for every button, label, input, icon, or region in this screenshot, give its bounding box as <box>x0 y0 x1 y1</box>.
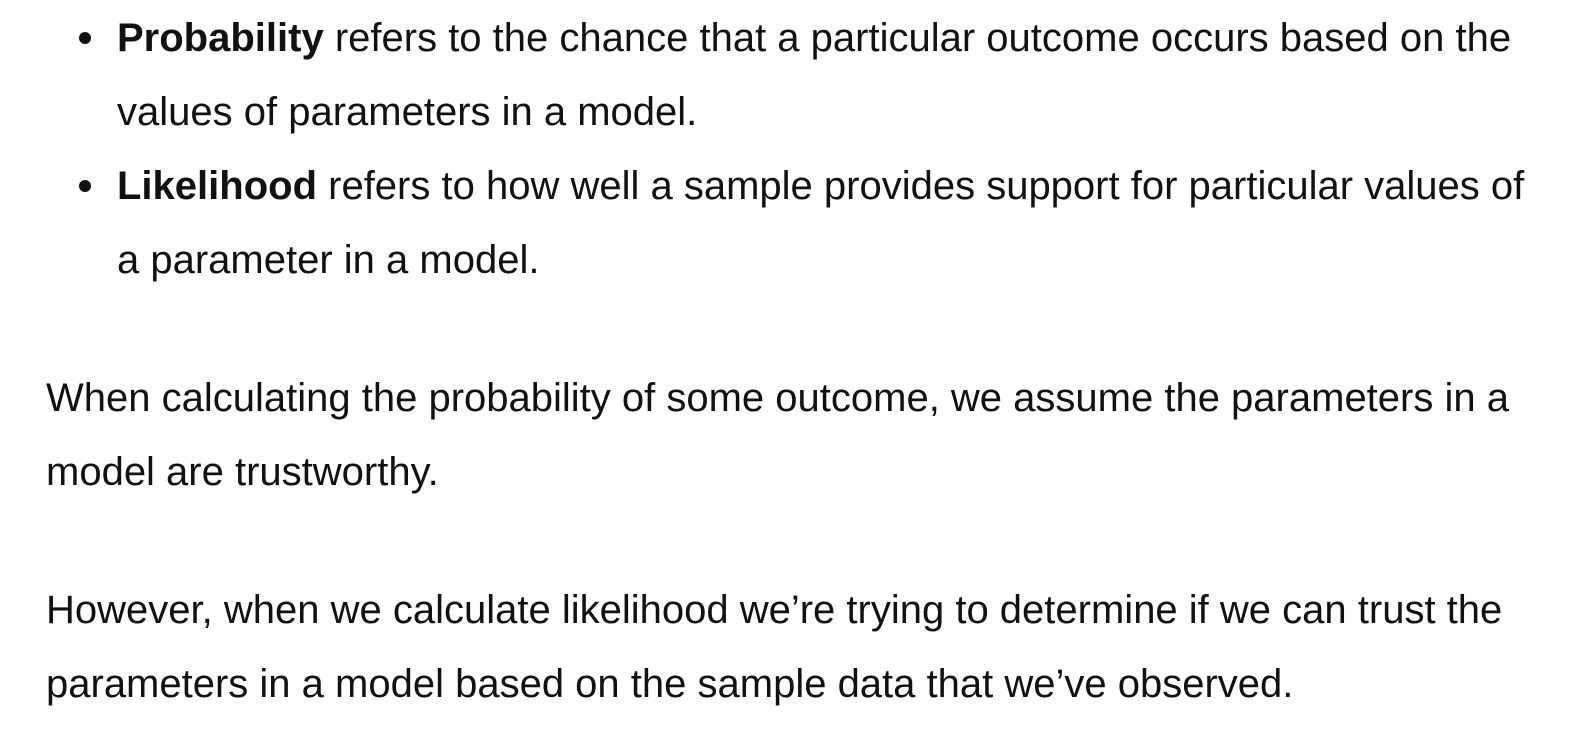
definition-text: refers to the chance that a particular o… <box>117 16 1512 134</box>
paragraph-probability: When calculating the probability of some… <box>46 376 1509 494</box>
list-item: Likelihood refers to how well a sample p… <box>79 149 1556 297</box>
definition-list: Probability refers to the chance that a … <box>46 1 1556 297</box>
term-likelihood: Likelihood <box>117 164 317 208</box>
article-body: Probability refers to the chance that a … <box>46 1 1556 721</box>
definition-text: refers to how well a sample provides sup… <box>117 164 1525 282</box>
bullet-icon <box>79 32 91 44</box>
term-probability: Probability <box>117 16 324 60</box>
bullet-icon <box>79 180 91 192</box>
paragraph-likelihood: However, when we calculate likelihood we… <box>46 588 1503 706</box>
list-item: Probability refers to the chance that a … <box>79 1 1556 149</box>
